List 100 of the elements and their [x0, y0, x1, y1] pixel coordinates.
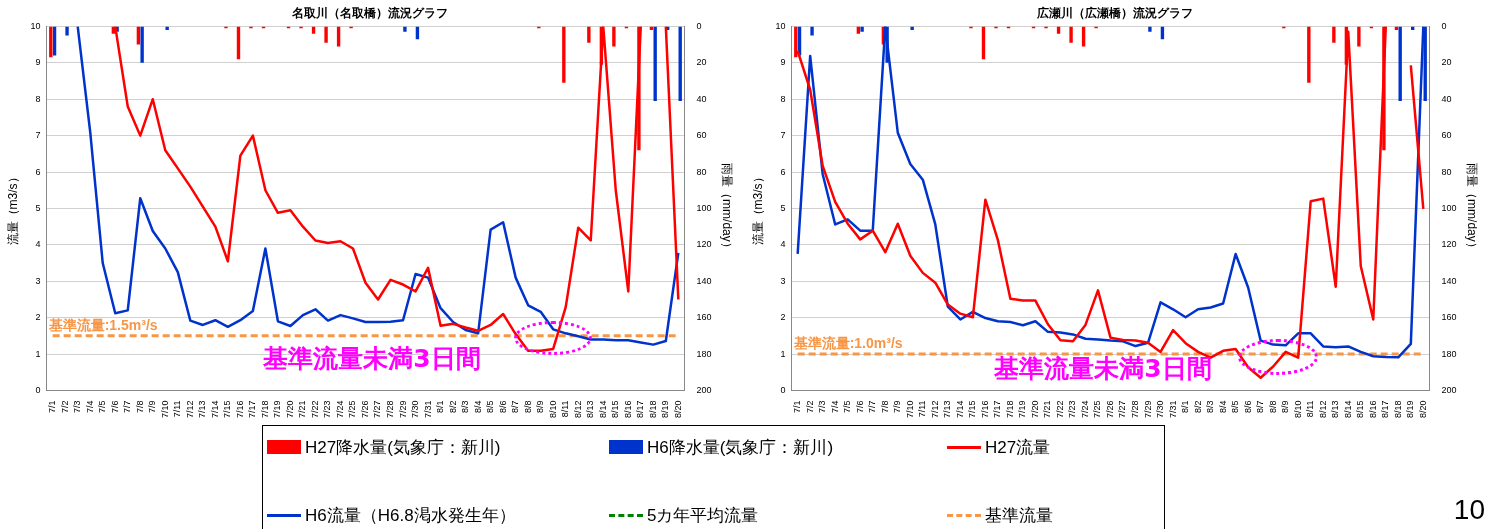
x-tick-label: 8/9	[1280, 400, 1291, 413]
y2-tick-label: 140	[696, 275, 712, 286]
y-axis-title: 流量（m3/s）	[5, 171, 20, 246]
y2-tick-label: 80	[1441, 166, 1452, 177]
legend-label: H27流量	[985, 436, 1051, 459]
bar	[587, 26, 591, 43]
x-tick-label: 7/1	[792, 400, 803, 413]
x-tick-label: 7/22	[309, 400, 320, 419]
x-tick-label: 7/3	[72, 400, 83, 413]
bar	[1398, 26, 1402, 102]
x-tick-label: 8/8	[1267, 400, 1278, 413]
x-tick-label: 7/12	[929, 400, 940, 419]
y2-tick-label: 160	[696, 312, 712, 323]
x-tick-label: 7/22	[1054, 400, 1065, 419]
x-tick-label: 7/26	[1104, 400, 1115, 419]
x-tick-label: 8/15	[610, 400, 621, 419]
legend-label: H6流量（H6.8渇水発生年）	[305, 504, 516, 527]
y-tick-label: 6	[780, 166, 786, 177]
x-tick-label: 8/1	[1180, 400, 1191, 413]
x-tick-label: 7/16	[979, 400, 990, 419]
y-tick-label: 2	[35, 312, 41, 323]
bar	[140, 26, 144, 63]
x-tick-label: 7/25	[1092, 400, 1103, 419]
x-tick-label: 8/15	[1355, 400, 1366, 419]
x-tick-label: 7/5	[97, 400, 108, 413]
y-axis-title: 流量（m3/s）	[750, 171, 765, 246]
bar	[612, 26, 616, 47]
annotation: 基準流量未満3日間	[993, 353, 1212, 383]
x-tick-label: 8/19	[660, 400, 671, 419]
x-tick-label: 8/3	[1205, 400, 1216, 413]
y-tick-label: 10	[775, 20, 786, 31]
bar	[1148, 26, 1152, 32]
x-tick-label: 7/4	[84, 400, 95, 413]
bar	[1357, 26, 1361, 47]
y2-tick-label: 180	[696, 348, 712, 359]
x-tick-label: 7/11	[917, 400, 928, 418]
x-tick-label: 7/27	[1117, 400, 1128, 419]
bar	[860, 26, 864, 32]
y-tick-label: 8	[780, 93, 786, 104]
x-tick-label: 8/14	[1342, 400, 1353, 419]
x-tick-label: 8/5	[485, 400, 496, 413]
x-tick-label: 8/1	[435, 400, 446, 413]
x-tick-label: 7/16	[234, 400, 245, 419]
x-tick-label: 7/2	[59, 400, 70, 413]
x-tick-label: 7/21	[297, 400, 308, 419]
y2-tick-label: 120	[1441, 239, 1457, 250]
annotation: 基準流量:1.5m³/s	[47, 316, 158, 333]
x-tick-label: 8/16	[1367, 400, 1378, 419]
x-tick-label: 7/1	[47, 400, 58, 413]
x-tick-label: 8/6	[1242, 400, 1253, 413]
y2-tick-label: 60	[696, 130, 707, 141]
x-tick-label: 7/30	[1155, 400, 1166, 419]
x-tick-label: 7/20	[284, 400, 295, 419]
annotation: 基準流量未満3日間	[262, 343, 481, 373]
x-tick-label: 7/26	[359, 400, 370, 419]
x-tick-label: 8/7	[1255, 400, 1266, 413]
bar	[910, 26, 914, 31]
x-tick-label: 7/8	[879, 400, 890, 413]
x-tick-label: 7/23	[1067, 400, 1078, 419]
x-tick-label: 8/20	[672, 400, 683, 419]
x-tick-label: 7/14	[954, 400, 965, 419]
x-tick-label: 8/3	[460, 400, 471, 413]
x-tick-label: 7/18	[1004, 400, 1015, 419]
x-tick-label: 7/13	[197, 400, 208, 419]
y2-tick-label: 140	[1441, 275, 1457, 286]
x-tick-label: 7/6	[854, 400, 865, 413]
y2-tick-label: 40	[696, 93, 707, 104]
legend-label: 5カ年平均流量	[647, 504, 759, 527]
x-tick-label: 8/16	[622, 400, 633, 419]
text: 10	[1453, 494, 1485, 526]
bar	[1332, 26, 1336, 43]
x-tick-label: 7/7	[122, 400, 133, 413]
y-tick-label: 8	[35, 93, 41, 104]
x-tick-label: 7/12	[184, 400, 195, 419]
x-tick-label: 7/29	[1142, 400, 1153, 419]
x-tick-label: 8/2	[447, 400, 458, 413]
y-tick-label: 0	[35, 384, 41, 395]
x-tick-label: 7/29	[397, 400, 408, 419]
x-tick-label: 7/24	[1079, 400, 1090, 419]
x-tick-label: 7/31	[1167, 400, 1178, 419]
y-tick-label: 4	[35, 239, 41, 250]
x-tick-label: 8/11	[1305, 400, 1316, 418]
x-tick-label: 8/17	[1380, 400, 1391, 419]
x-tick-label: 7/2	[804, 400, 815, 413]
x-tick-label: 7/15	[222, 400, 233, 419]
x-tick-label: 8/18	[1392, 400, 1403, 419]
x-tick-label: 8/13	[585, 400, 596, 419]
x-tick-label: 7/13	[942, 400, 953, 419]
x-tick-label: 7/9	[892, 400, 903, 413]
y2-axis-title: 雨量（mm/day）	[1465, 163, 1480, 254]
x-tick-label: 7/31	[422, 400, 433, 419]
x-tick-label: 7/5	[842, 400, 853, 413]
x-tick-label: 7/28	[385, 400, 396, 419]
x-tick-label: 7/20	[1029, 400, 1040, 419]
y2-tick-label: 200	[696, 384, 712, 395]
x-tick-label: 7/21	[1042, 400, 1053, 419]
bar	[1307, 26, 1311, 83]
x-tick-label: 7/10	[904, 400, 915, 419]
x-tick-label: 7/24	[334, 400, 345, 419]
y2-tick-label: 100	[696, 202, 712, 213]
